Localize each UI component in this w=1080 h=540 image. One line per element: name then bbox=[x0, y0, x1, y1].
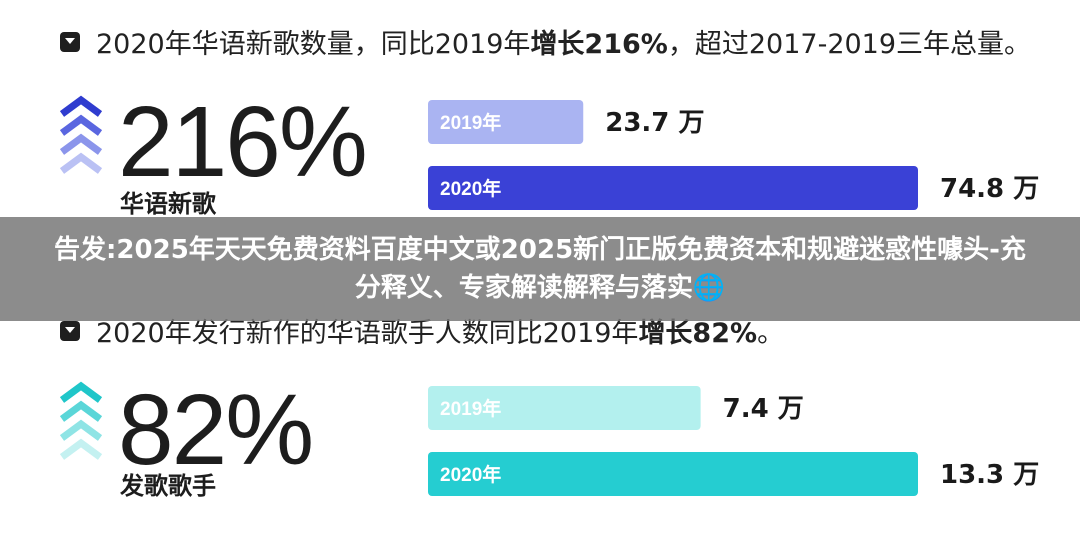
chevron-stripe bbox=[59, 114, 103, 136]
value-label: 13.3 万 bbox=[940, 460, 1039, 490]
chevron-stripe bbox=[59, 381, 103, 403]
value-label: 23.7 万 bbox=[605, 108, 704, 138]
bar bbox=[428, 100, 584, 144]
headline-top-suffix: ，超过2017-2019三年总量。 bbox=[667, 29, 1032, 60]
dropdown-box-icon bbox=[60, 31, 80, 52]
bar bbox=[428, 386, 701, 430]
chevron-stripe bbox=[59, 95, 103, 117]
stat-top-caption: 华语新歌 bbox=[120, 190, 216, 218]
chevron-stripe bbox=[59, 419, 103, 441]
headline-top: 2020年华语新歌数量，同比2019年 增长216% ，超过2017-2019三… bbox=[60, 22, 1031, 61]
chevron-up-stack-icon bbox=[59, 381, 103, 460]
chevron-up-stack-icon bbox=[59, 95, 103, 174]
headline-top-bold: 增长216% bbox=[530, 29, 668, 60]
dropdown-box-icon bbox=[60, 320, 80, 341]
stat-bottom-value: 82% bbox=[118, 374, 314, 486]
value-label: 7.4 万 bbox=[723, 394, 804, 424]
category-label: 2020年 bbox=[440, 177, 501, 200]
category-label: 2019年 bbox=[440, 111, 501, 134]
banner-text: 告发:2025年天天免费资料百度中文或2025新门正版免费资本和规避迷惑性噱头-… bbox=[54, 235, 1026, 303]
chevron-stripe bbox=[59, 133, 103, 155]
bar-chart-new-songs: 2019年 23.7 万 2020年 74.8 万 bbox=[428, 100, 1039, 210]
overlay-banner: 告发:2025年天天免费资料百度中文或2025新门正版免费资本和规避迷惑性噱头-… bbox=[0, 217, 1080, 321]
headline-top-prefix: 2020年华语新歌数量，同比2019年 bbox=[96, 29, 531, 60]
bar bbox=[428, 166, 918, 210]
headline-bottom: 2020年发行新作的华语歌手人数同比2019年 增长82% 。 bbox=[60, 311, 784, 350]
headline-bottom-prefix: 2020年发行新作的华语歌手人数同比2019年 bbox=[96, 318, 639, 349]
headline-bottom-bold: 增长82% bbox=[638, 318, 758, 349]
headline-bottom-suffix: 。 bbox=[757, 318, 785, 349]
chevron-stripe bbox=[59, 438, 103, 460]
bar bbox=[428, 452, 918, 496]
chevron-stripe bbox=[59, 152, 103, 174]
category-label: 2020年 bbox=[440, 463, 501, 486]
stat-top-value: 216% bbox=[118, 86, 368, 198]
stat-bottom-caption: 发歌歌手 bbox=[120, 472, 216, 500]
bar-chart-singers: 2019年 7.4 万 2020年 13.3 万 bbox=[428, 386, 1039, 496]
value-label: 74.8 万 bbox=[940, 174, 1039, 204]
chevron-stripe bbox=[59, 400, 103, 422]
category-label: 2019年 bbox=[440, 397, 501, 420]
